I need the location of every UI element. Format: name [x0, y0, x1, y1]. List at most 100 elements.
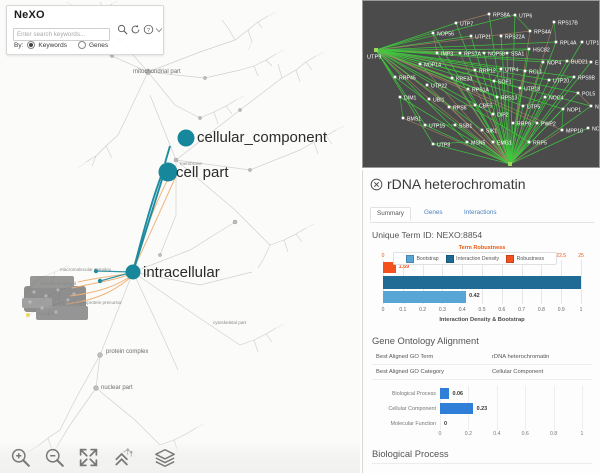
network-node[interactable] [491, 112, 495, 116]
network-node[interactable] [521, 104, 525, 108]
network-node[interactable] [466, 87, 470, 91]
app-title: NeXO [14, 9, 45, 21]
search-icon[interactable] [116, 23, 129, 36]
network-node[interactable] [469, 34, 473, 38]
network-node[interactable] [458, 51, 462, 55]
network-node[interactable] [491, 140, 495, 144]
network-node[interactable] [561, 107, 565, 111]
robustness-bottom-tick: 0.2 [419, 307, 427, 313]
chevron-down-icon[interactable] [154, 23, 163, 36]
network-node[interactable] [518, 86, 522, 90]
tab-genes[interactable]: Genes [424, 209, 443, 216]
network-node[interactable] [505, 51, 509, 55]
network-node[interactable] [554, 40, 558, 44]
network-node[interactable] [487, 12, 491, 16]
network-node[interactable] [492, 79, 496, 83]
network-node[interactable] [454, 21, 458, 25]
network-node-label: UTP15 [429, 123, 445, 129]
reset-icon[interactable] [129, 23, 142, 36]
help-icon[interactable]: ? [142, 23, 155, 36]
network-node[interactable] [552, 20, 556, 24]
network-node[interactable] [398, 95, 402, 99]
network-node-label: EMG1 [497, 140, 512, 146]
network-node[interactable] [423, 123, 427, 127]
network-node[interactable] [580, 40, 584, 44]
network-node[interactable] [527, 47, 531, 51]
search-input[interactable] [13, 28, 110, 41]
network-node[interactable] [513, 13, 517, 17]
network-node-label: UTP18 [524, 86, 540, 92]
network-node[interactable] [401, 116, 405, 120]
network-node[interactable] [547, 78, 551, 82]
network-node[interactable] [447, 105, 451, 109]
network-node[interactable] [560, 128, 564, 132]
search-panel[interactable]: NeXO [6, 5, 164, 55]
network-node[interactable] [374, 48, 378, 52]
info-tabs[interactable]: Summary Genes Interactions [370, 207, 594, 223]
tab-summary[interactable]: Summary [370, 207, 411, 221]
chart-gridline [582, 386, 583, 430]
network-node[interactable] [473, 103, 477, 107]
network-node[interactable] [465, 140, 469, 144]
go-alignment-heading: Gene Ontology Alignment [372, 335, 479, 346]
fit-to-screen-button[interactable] [78, 447, 99, 468]
network-node[interactable] [495, 95, 499, 99]
network-node[interactable] [586, 126, 590, 130]
network-node[interactable] [535, 121, 539, 125]
search-by-genes[interactable]: Genes [77, 41, 108, 49]
network-node[interactable] [576, 91, 580, 95]
radio-genes[interactable] [77, 41, 86, 49]
search-by-row[interactable]: By: Keywords Genes [14, 41, 115, 49]
network-node[interactable] [523, 69, 527, 73]
network-node[interactable] [473, 68, 477, 72]
network-node[interactable] [482, 51, 486, 55]
search-by-keywords[interactable]: Keywords [27, 41, 67, 49]
network-node[interactable] [427, 97, 431, 101]
legend-item: Interaction Density [445, 254, 499, 263]
network-node[interactable] [589, 104, 593, 108]
zoom-out-button[interactable] [44, 447, 65, 468]
network-node[interactable] [543, 95, 547, 99]
network-node[interactable] [528, 29, 532, 33]
network-node[interactable] [431, 142, 435, 146]
network-node-label: UTP21 [475, 34, 491, 40]
go-term-key: Best Aligned GO Term [372, 350, 488, 365]
network-node[interactable] [541, 60, 545, 64]
network-node[interactable] [572, 75, 576, 79]
legend-swatch [445, 254, 454, 263]
close-circle-icon[interactable] [370, 178, 383, 191]
go-chart-category: Molecular Function [390, 420, 436, 427]
ontology-tree-view[interactable]: cellular_component cell part intracellul… [0, 0, 360, 473]
network-node[interactable] [450, 76, 454, 80]
network-node[interactable] [418, 62, 422, 66]
tab-interactions[interactable]: Interactions [464, 209, 497, 216]
network-node[interactable] [435, 51, 439, 55]
network-node[interactable] [511, 121, 515, 125]
robustness-bottom-tick: 0 [381, 307, 385, 313]
search-row[interactable]: ? [13, 23, 162, 41]
network-node-label: RRP5 [533, 140, 547, 146]
network-node[interactable] [589, 60, 593, 64]
network-node[interactable] [565, 59, 569, 63]
network-node[interactable] [508, 162, 512, 166]
network-node-label: RPS7A [464, 51, 482, 57]
network-node[interactable] [480, 128, 484, 132]
network-node-label: UTP8 [437, 142, 450, 148]
network-node[interactable] [453, 123, 457, 127]
gene-interaction-network[interactable]: UTP9UTP10RPS8AUTP6UTP7RPS17BNOP56UTP21RP… [362, 0, 600, 168]
radio-keywords[interactable] [27, 41, 36, 49]
network-node-label: MSN5 [471, 140, 486, 146]
zoom-in-button[interactable] [10, 447, 31, 468]
network-node[interactable] [425, 83, 429, 87]
svg-text:?: ? [147, 28, 150, 34]
go-chart-tick: 0.4 [493, 431, 501, 437]
network-node[interactable] [499, 34, 503, 38]
tree-toolbar[interactable] [0, 441, 360, 473]
network-node-label: NOC4 [549, 95, 564, 101]
collapse-button[interactable] [112, 447, 133, 468]
network-node[interactable] [527, 140, 531, 144]
network-node[interactable] [499, 67, 503, 71]
network-node[interactable] [431, 31, 435, 35]
network-node[interactable] [393, 75, 397, 79]
layers-button[interactable] [154, 447, 175, 468]
